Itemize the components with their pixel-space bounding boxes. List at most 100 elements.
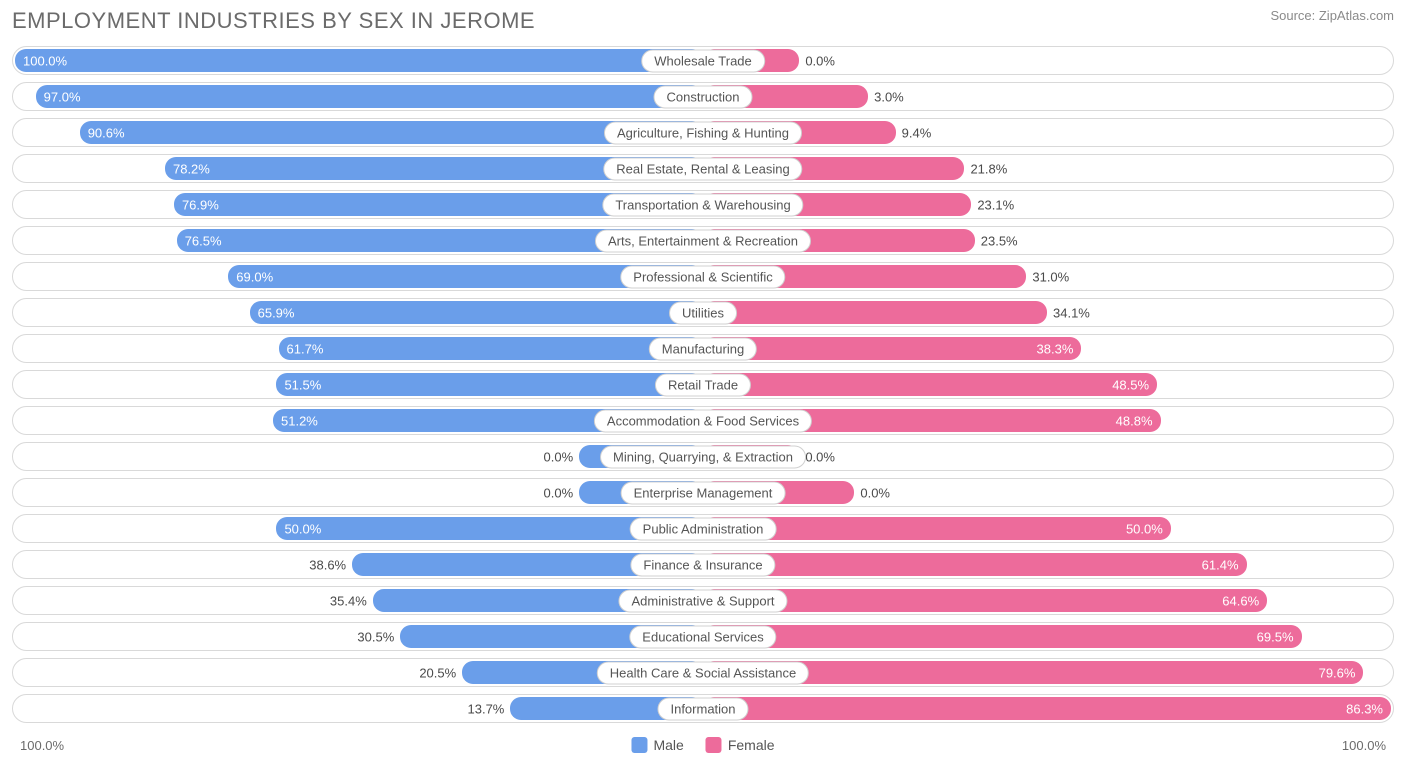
category-label: Utilities [669, 301, 737, 324]
axis-left-label: 100.0% [20, 738, 64, 753]
category-label: Accommodation & Food Services [594, 409, 812, 432]
chart-row: 65.9% 34.1% Utilities [12, 298, 1394, 327]
male-value: 30.5% [357, 629, 394, 644]
male-value: 100.0% [23, 53, 67, 68]
male-value: 50.0% [284, 521, 321, 536]
chart-row: 90.6% 9.4% Agriculture, Fishing & Hunting [12, 118, 1394, 147]
legend-male-label: Male [653, 737, 683, 753]
category-label: Wholesale Trade [641, 49, 765, 72]
male-bar: 61.7% [279, 337, 703, 360]
chart-source: Source: ZipAtlas.com [1270, 8, 1394, 23]
category-label: Educational Services [629, 625, 776, 648]
chart-row: 51.5% 48.5% Retail Trade [12, 370, 1394, 399]
female-value: 0.0% [860, 485, 890, 500]
chart-title: EMPLOYMENT INDUSTRIES BY SEX IN JEROME [12, 8, 535, 34]
female-bar: 38.3% [703, 337, 1081, 360]
legend-male: Male [631, 737, 683, 753]
male-value: 65.9% [258, 305, 295, 320]
female-bar: 64.6% [703, 589, 1267, 612]
female-value: 9.4% [902, 125, 932, 140]
legend-male-swatch [631, 737, 647, 753]
male-bar: 65.9% [250, 301, 703, 324]
female-value: 38.3% [1037, 341, 1074, 356]
chart-row: 30.5% 69.5% Educational Services [12, 622, 1394, 651]
male-value: 13.7% [468, 701, 505, 716]
chart-row: 51.2% 48.8% Accommodation & Food Services [12, 406, 1394, 435]
female-value: 31.0% [1032, 269, 1069, 284]
category-label: Enterprise Management [621, 481, 786, 504]
female-value: 48.8% [1116, 413, 1153, 428]
category-label: Health Care & Social Assistance [597, 661, 809, 684]
category-label: Construction [654, 85, 753, 108]
male-value: 51.5% [284, 377, 321, 392]
female-value: 50.0% [1126, 521, 1163, 536]
category-label: Retail Trade [655, 373, 751, 396]
category-label: Manufacturing [649, 337, 757, 360]
chart-header: EMPLOYMENT INDUSTRIES BY SEX IN JEROME S… [12, 8, 1394, 34]
chart-row: 38.6% 61.4%Finance & Insurance [12, 550, 1394, 579]
female-value: 0.0% [805, 449, 835, 464]
chart-row: 76.5% 23.5% Arts, Entertainment & Recreati… [12, 226, 1394, 255]
female-value: 23.5% [981, 233, 1018, 248]
chart-row: 78.2% 21.8% Real Estate, Rental & Leasing [12, 154, 1394, 183]
legend-female-label: Female [728, 737, 775, 753]
category-label: Administrative & Support [618, 589, 787, 612]
category-label: Agriculture, Fishing & Hunting [604, 121, 802, 144]
female-value: 34.1% [1053, 305, 1090, 320]
female-value: 69.5% [1257, 629, 1294, 644]
male-value: 38.6% [309, 557, 346, 572]
chart-body: 100.0% 0.0% Wholesale Trade 97.0% 3.0% Constr… [12, 46, 1394, 723]
male-value: 20.5% [419, 665, 456, 680]
female-value: 0.0% [805, 53, 835, 68]
category-label: Information [657, 697, 748, 720]
female-value: 64.6% [1222, 593, 1259, 608]
male-bar: 100.0% [15, 49, 703, 72]
male-value: 35.4% [330, 593, 367, 608]
chart-row: 0.0%0.0%Mining, Quarrying, & Extraction [12, 442, 1394, 471]
male-value: 76.9% [182, 197, 219, 212]
male-value: 69.0% [236, 269, 273, 284]
axis-right-label: 100.0% [1342, 738, 1386, 753]
male-value: 51.2% [281, 413, 318, 428]
female-value: 23.1% [977, 197, 1014, 212]
chart-row: 13.7% 86.3% Information [12, 694, 1394, 723]
legend-female-swatch [706, 737, 722, 753]
category-label: Arts, Entertainment & Recreation [595, 229, 811, 252]
female-value: 21.8% [970, 161, 1007, 176]
male-bar: 97.0% [36, 85, 703, 108]
category-label: Public Administration [630, 517, 777, 540]
chart-row: 0.0% 0.0% Enterprise Management [12, 478, 1394, 507]
male-value: 90.6% [88, 125, 125, 140]
chart-row: 100.0% 0.0% Wholesale Trade [12, 46, 1394, 75]
category-label: Real Estate, Rental & Leasing [603, 157, 802, 180]
category-label: Professional & Scientific [620, 265, 785, 288]
legend: Male Female [631, 737, 774, 753]
category-label: Finance & Insurance [630, 553, 775, 576]
chart-container: { "title": "EMPLOYMENT INDUSTRIES BY SEX… [0, 0, 1406, 776]
chart-row: 76.9% 23.1% Transportation & Warehousing [12, 190, 1394, 219]
chart-row: 97.0% 3.0% Construction [12, 82, 1394, 111]
chart-row: 35.4% 64.6% Administrative & Support [12, 586, 1394, 615]
male-bar: 51.5% [276, 373, 703, 396]
chart-row: 69.0% 31.0% Professional & Scientific [12, 262, 1394, 291]
female-bar: 86.3% [703, 697, 1391, 720]
chart-row: 61.7% 38.3% Manufacturing [12, 334, 1394, 363]
female-value: 79.6% [1319, 665, 1356, 680]
male-value: 76.5% [185, 233, 222, 248]
category-label: Transportation & Warehousing [602, 193, 803, 216]
chart-footer: 100.0% Male Female 100.0% [12, 733, 1394, 757]
male-value: 0.0% [544, 449, 574, 464]
male-value: 78.2% [173, 161, 210, 176]
male-value: 0.0% [544, 485, 574, 500]
female-bar: 69.5% [703, 625, 1302, 648]
female-bar: 48.5% [703, 373, 1157, 396]
female-bar [703, 301, 1047, 324]
male-value: 97.0% [44, 89, 81, 104]
female-bar: 61.4% [703, 553, 1247, 576]
chart-row: 50.0% 50.0% Public Administration [12, 514, 1394, 543]
female-value: 48.5% [1112, 377, 1149, 392]
chart-row: 20.5% 79.6% Health Care & Social Assistanc… [12, 658, 1394, 687]
female-value: 86.3% [1346, 701, 1383, 716]
female-value: 3.0% [874, 89, 904, 104]
category-label: Mining, Quarrying, & Extraction [600, 445, 806, 468]
